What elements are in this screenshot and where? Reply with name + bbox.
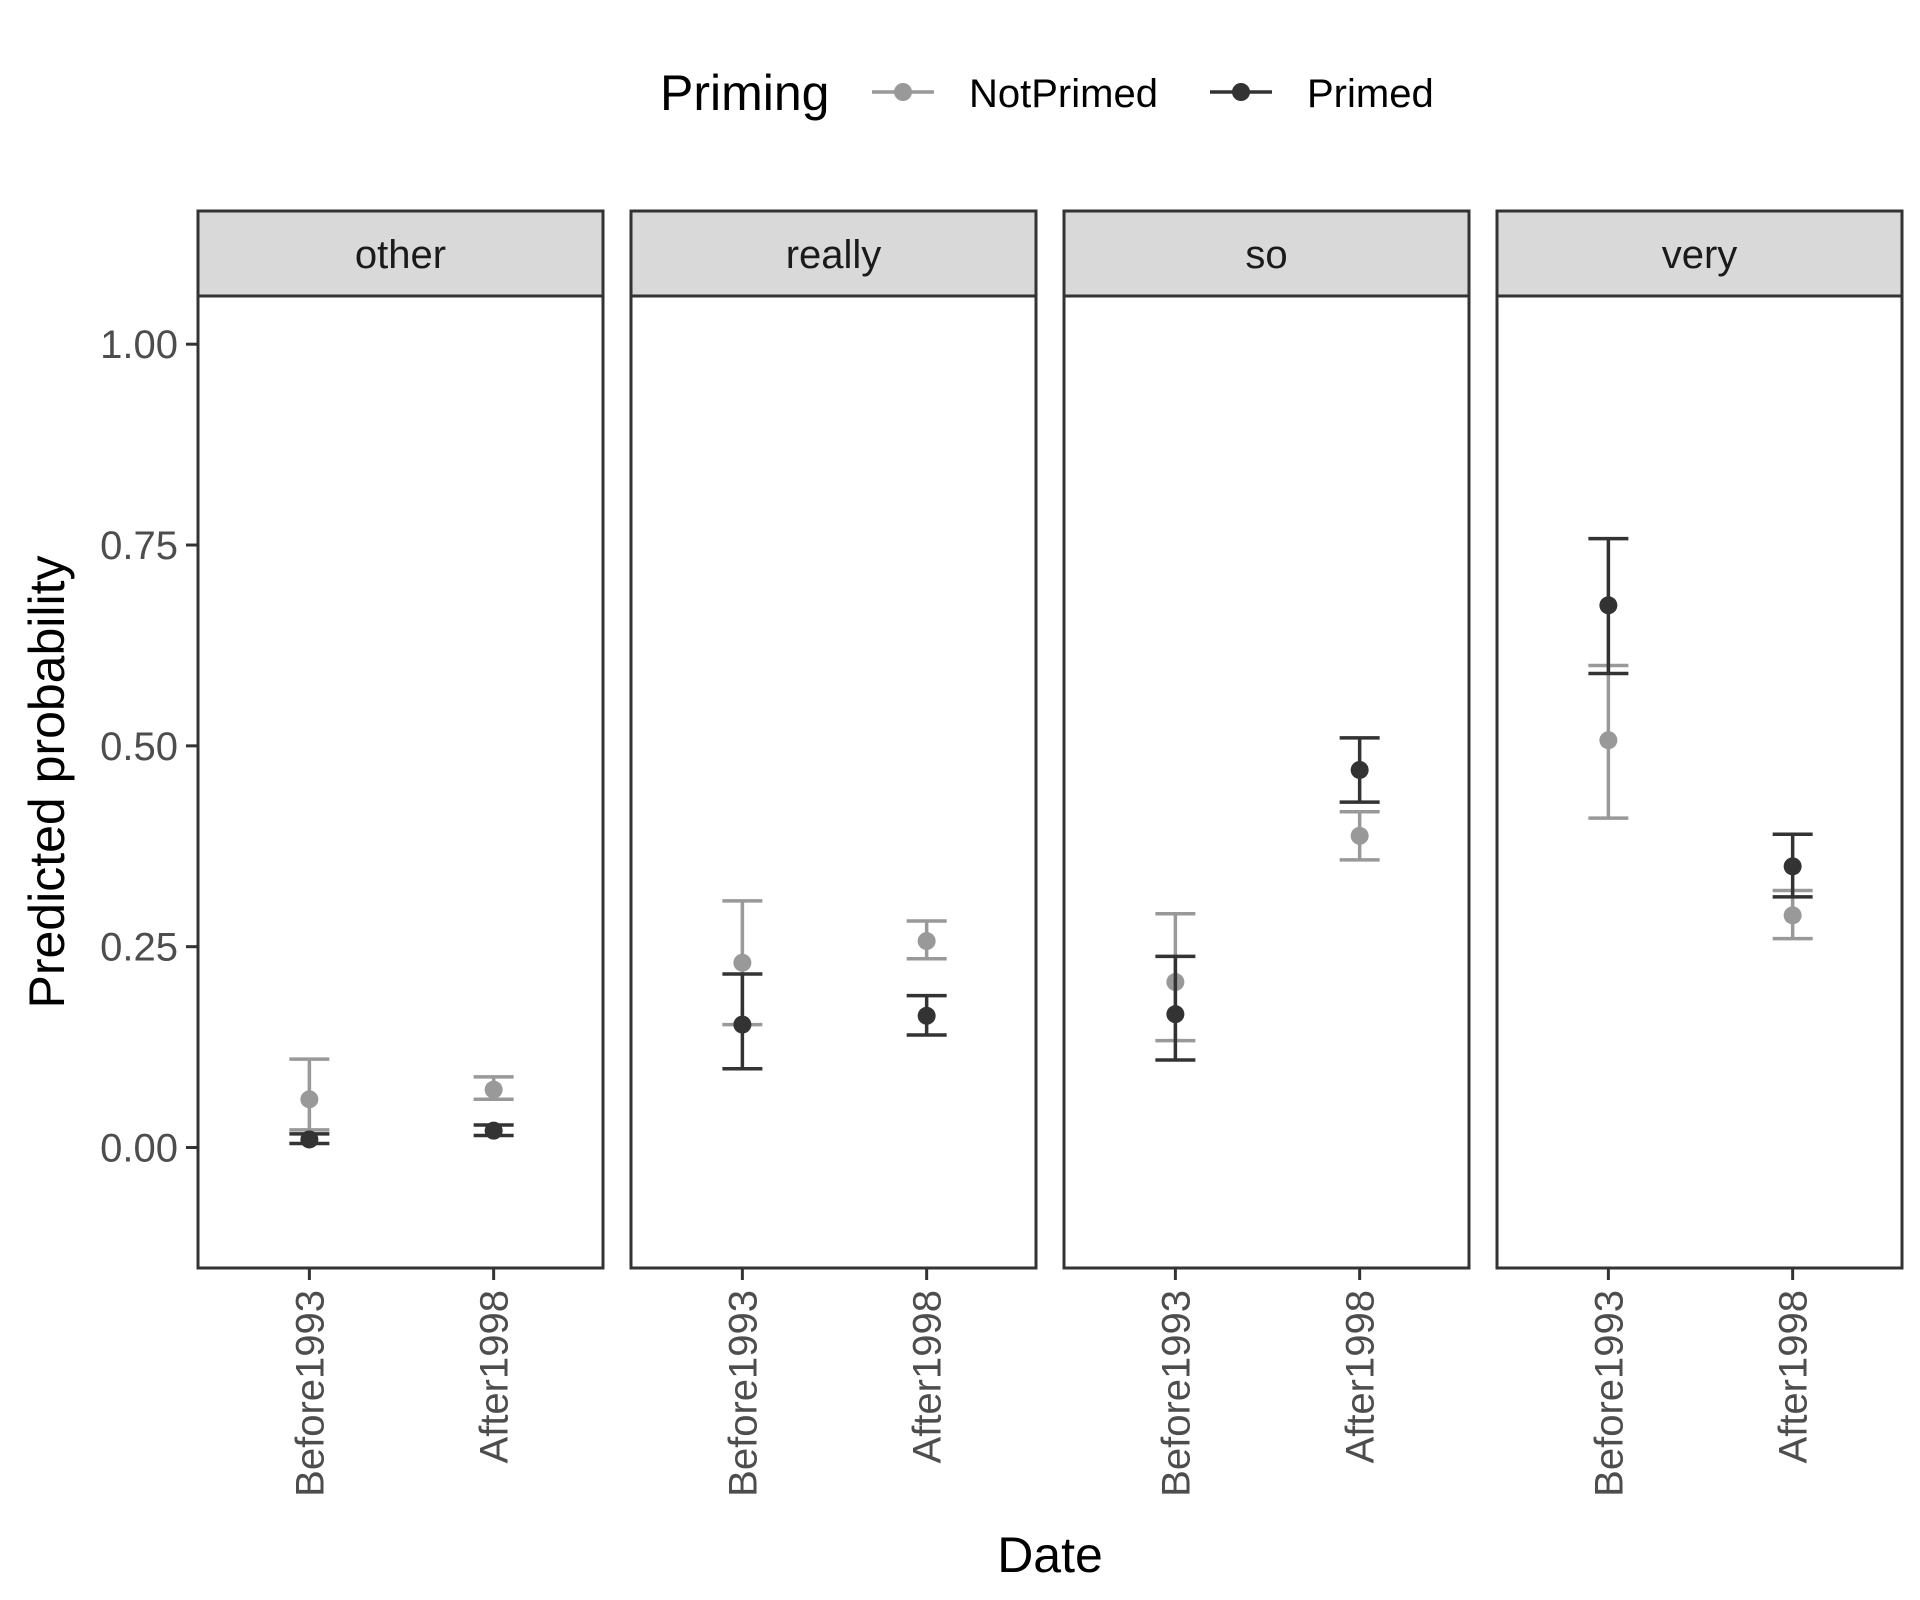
data-point xyxy=(917,1006,936,1025)
facet-panels: other Before1993 After1998 really Before1993… xyxy=(196,209,1904,1497)
y-tick-label: 0.00 xyxy=(100,1127,178,1171)
data-point xyxy=(733,953,752,972)
series-primed xyxy=(1588,536,1813,899)
x-tick-label: Before1993 xyxy=(1154,1290,1198,1497)
series-primed xyxy=(722,972,947,1071)
facet-strip-label: so xyxy=(1245,233,1287,277)
facet-plot-area xyxy=(1495,294,1904,1270)
data-point xyxy=(1599,596,1618,615)
legend-item-primed: Primed xyxy=(1210,72,1434,116)
data-point xyxy=(1599,731,1618,750)
series-notprimed xyxy=(289,1057,514,1132)
y-tick-label: 1.00 xyxy=(100,323,178,367)
y-axis-title: Predicted probability xyxy=(19,555,75,1008)
facet-strip-label: very xyxy=(1662,233,1738,277)
x-tick-label: Before1993 xyxy=(1587,1290,1631,1497)
data-point xyxy=(484,1080,503,1099)
x-tick-label: After1998 xyxy=(1772,1290,1816,1463)
data-point xyxy=(1783,906,1802,925)
data-point xyxy=(1350,760,1369,779)
facet-strip-label: other xyxy=(355,233,446,277)
series-primed xyxy=(289,1121,514,1149)
facet-panel-really: really Before1993 After1998 xyxy=(629,209,1038,1497)
legend-label: NotPrimed xyxy=(969,72,1158,116)
x-tick-label: After1998 xyxy=(906,1290,950,1463)
facet-strip xyxy=(629,209,1038,298)
x-tick-label: Before1993 xyxy=(721,1290,765,1497)
legend-label: Primed xyxy=(1307,72,1434,116)
data-point xyxy=(1783,857,1802,876)
facet-strip xyxy=(196,209,605,298)
x-axis-title: Date xyxy=(997,1527,1103,1583)
facet-panel-very: very Before1993 After1998 xyxy=(1495,209,1904,1497)
data-point xyxy=(300,1130,319,1149)
data-point xyxy=(1350,826,1369,845)
facet-strip xyxy=(1495,209,1904,298)
data-point xyxy=(917,932,936,951)
legend-title: Priming xyxy=(660,65,829,121)
facet-plot-area xyxy=(196,294,605,1270)
legend-key-point xyxy=(1232,83,1250,101)
facet-panel-other: other Before1993 After1998 xyxy=(196,209,605,1497)
facet-plot-area xyxy=(629,294,1038,1270)
y-axis: 0.00 0.25 0.50 0.75 1.00 xyxy=(100,323,198,1171)
data-point xyxy=(484,1121,503,1140)
x-tick-label: After1998 xyxy=(1339,1290,1383,1463)
facet-strip-label: really xyxy=(786,233,882,277)
series-primed xyxy=(1155,736,1380,1062)
data-point xyxy=(1166,1005,1185,1024)
y-tick-label: 0.75 xyxy=(100,524,178,568)
legend-item-notprimed: NotPrimed xyxy=(872,72,1158,116)
data-point xyxy=(300,1090,319,1109)
x-tick-label: After1998 xyxy=(473,1290,517,1463)
legend: Priming NotPrimed Primed xyxy=(660,65,1434,121)
legend-key-point xyxy=(894,83,912,101)
facet-plot-area xyxy=(1062,294,1471,1270)
x-tick-label: Before1993 xyxy=(288,1290,332,1497)
series-notprimed xyxy=(722,899,947,1027)
facet-panel-so: so Before1993 After1998 xyxy=(1062,209,1471,1497)
y-tick-label: 0.25 xyxy=(100,926,178,970)
data-point xyxy=(733,1015,752,1034)
y-tick-label: 0.50 xyxy=(100,725,178,769)
